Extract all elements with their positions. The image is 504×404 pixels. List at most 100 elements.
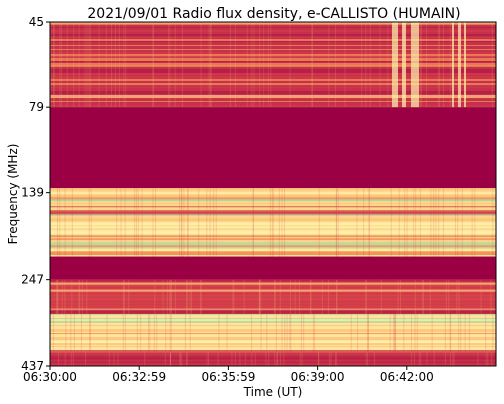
heatmap-speckle	[365, 352, 367, 366]
burst-column	[392, 22, 398, 108]
heatmap-stripe	[50, 101, 496, 102]
heatmap-speckle	[461, 188, 463, 257]
heatmap-speckle	[73, 314, 75, 353]
heatmap-speckle	[365, 22, 367, 108]
heatmap-speckle	[88, 188, 90, 257]
heatmap-speckle	[169, 22, 171, 108]
heatmap-speckle	[124, 314, 126, 353]
heatmap-stripe	[50, 253, 496, 256]
heatmap-band	[50, 107, 496, 189]
heatmap-speckle	[365, 279, 367, 315]
heatmap-speckle	[420, 22, 422, 108]
heatmap-speckle	[275, 314, 277, 353]
heatmap-speckle	[268, 352, 270, 366]
heatmap-speckle	[363, 188, 365, 257]
heatmap-stripe	[50, 289, 496, 292]
heatmap-stripe	[50, 73, 496, 75]
heatmap-speckle	[335, 352, 337, 366]
heatmap-speckle	[390, 188, 392, 257]
heatmap-speckle	[189, 279, 191, 315]
heatmap-stripe	[50, 54, 496, 57]
heatmap-speckle	[430, 188, 432, 257]
heatmap-stripe	[50, 27, 496, 28]
heatmap-speckle	[189, 314, 191, 353]
heatmap-speckle	[215, 188, 217, 257]
heatmap-speckle	[474, 188, 476, 257]
heatmap-speckle	[487, 352, 489, 366]
heatmap-speckle	[471, 188, 473, 257]
heatmap-speckle	[260, 314, 262, 353]
heatmap-stripe	[50, 71, 496, 73]
burst-column	[402, 22, 406, 108]
heatmap-speckle	[253, 22, 255, 108]
heatmap-speckle	[492, 188, 494, 257]
heatmap-speckle	[460, 314, 462, 353]
x-axis-label: Time (UT)	[243, 385, 303, 399]
heatmap-stripe	[50, 192, 496, 196]
heatmap-speckle	[420, 22, 422, 108]
heatmap-speckle	[266, 314, 268, 353]
heatmap-stripe	[50, 337, 496, 341]
heatmap-stripe	[50, 76, 496, 79]
heatmap-speckle	[90, 188, 92, 257]
heatmap-speckle	[187, 188, 189, 257]
heatmap-speckle	[299, 279, 301, 315]
heatmap-speckle	[231, 352, 233, 366]
heatmap-speckle	[281, 188, 283, 257]
heatmap-stripe	[50, 286, 496, 289]
heatmap-speckle	[336, 279, 338, 315]
heatmap-speckle	[71, 279, 73, 315]
burst-column	[464, 22, 466, 108]
heatmap-stripe	[50, 363, 496, 366]
heatmap-stripe	[50, 87, 496, 88]
heatmap-speckle	[415, 188, 417, 257]
heatmap-speckle	[328, 22, 330, 108]
heatmap-speckle	[485, 314, 487, 353]
heatmap-speckle	[210, 22, 212, 108]
heatmap-speckle	[135, 188, 137, 257]
heatmap-speckle	[56, 279, 58, 315]
heatmap-speckle	[152, 188, 154, 257]
heatmap-speckle	[454, 188, 456, 257]
heatmap-speckle	[301, 352, 303, 366]
heatmap-speckle	[389, 314, 391, 353]
heatmap-stripe	[50, 206, 496, 208]
heatmap-speckle	[394, 314, 396, 353]
heatmap-speckle	[452, 352, 454, 366]
heatmap-speckle	[71, 188, 73, 257]
heatmap-stripe	[50, 352, 496, 355]
heatmap-speckle	[59, 22, 61, 108]
heatmap-speckle	[53, 22, 55, 108]
heatmap-speckle	[438, 188, 440, 257]
heatmap-speckle	[394, 314, 396, 353]
heatmap-speckle	[73, 22, 75, 108]
heatmap-speckle	[86, 22, 88, 108]
heatmap-speckle	[276, 352, 278, 366]
heatmap-stripe	[50, 212, 496, 216]
heatmap-speckle	[181, 352, 183, 366]
heatmap-stripe	[50, 329, 496, 333]
heatmap-speckle	[369, 22, 371, 108]
heatmap-speckle	[367, 352, 369, 366]
heatmap-speckle	[290, 314, 292, 353]
heatmap-speckle	[218, 314, 220, 353]
heatmap-speckle	[458, 279, 460, 315]
heatmap-speckle	[328, 352, 330, 366]
heatmap-speckle	[445, 279, 447, 315]
heatmap-speckle	[229, 22, 231, 108]
heatmap-speckle	[477, 352, 479, 366]
heatmap-speckle	[136, 314, 138, 353]
heatmap-stripe	[50, 308, 496, 310]
heatmap-speckle	[492, 314, 494, 353]
heatmap-speckle	[435, 188, 437, 257]
heatmap-speckle	[303, 314, 305, 353]
heatmap-stripe	[50, 222, 496, 226]
heatmap-stripe	[50, 230, 496, 234]
y-tick-label: 79	[29, 100, 44, 114]
x-tick-label: 06:32:59	[112, 370, 166, 384]
heatmap-speckle	[286, 314, 288, 353]
heatmap-speckle	[226, 314, 228, 353]
heatmap-speckle	[149, 314, 151, 353]
heatmap-speckle	[314, 314, 316, 353]
heatmap-speckle	[125, 22, 127, 108]
